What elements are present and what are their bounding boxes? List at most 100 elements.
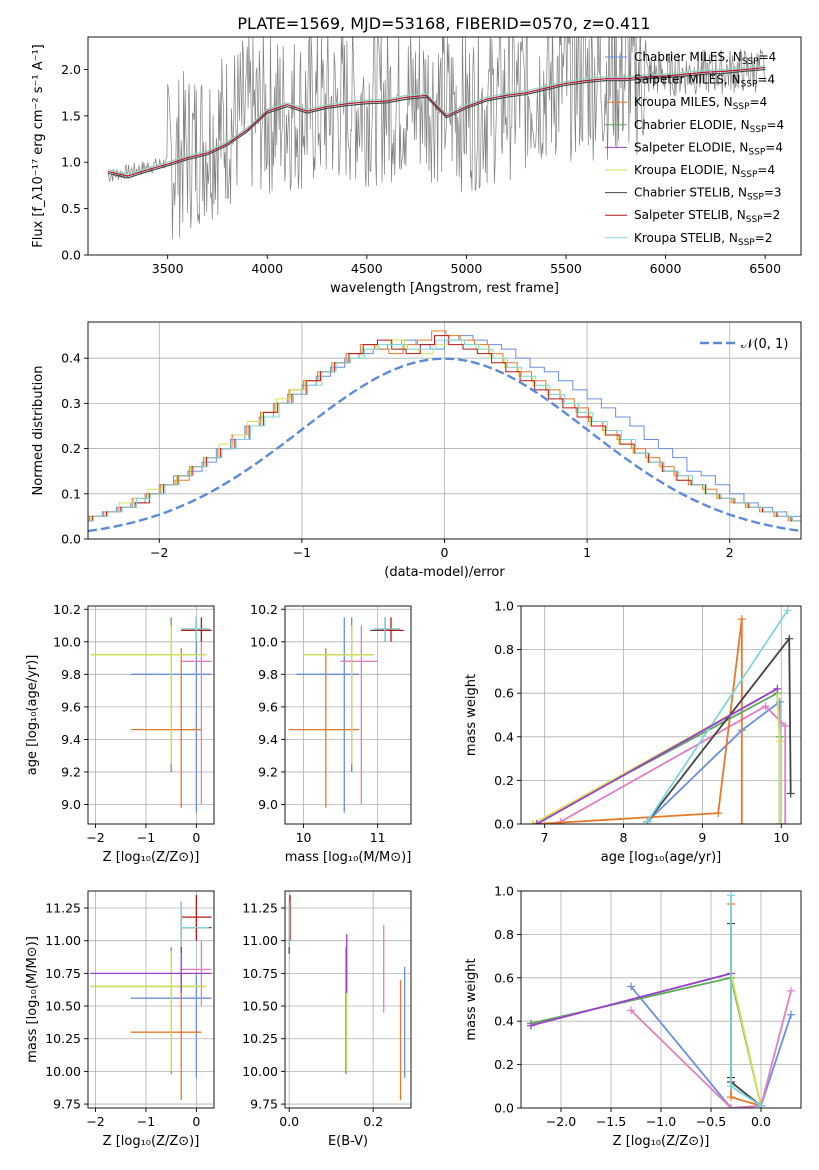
y-tick-label: 9.4 xyxy=(61,732,81,747)
x-tick-label: 3500 xyxy=(152,261,184,276)
y-tick-label: 9.75 xyxy=(53,1097,81,1112)
x-tick-label: 0 xyxy=(441,545,449,560)
data-point xyxy=(130,648,202,808)
x-tick-label: −0.5 xyxy=(696,1114,726,1129)
x-tick-label: 9 xyxy=(698,830,706,845)
x-tick-label: −1.5 xyxy=(596,1114,626,1129)
y-tick-label: 10.00 xyxy=(45,1064,81,1079)
y-tick-label: 0.0 xyxy=(61,248,81,263)
y-tick-label: 0.0 xyxy=(494,817,514,832)
x-tick-label: 10 xyxy=(296,830,312,845)
y-tick-label: 0.0 xyxy=(494,1101,514,1116)
figure-title: PLATE=1569, MJD=53168, FIBERID=0570, z=0… xyxy=(237,14,650,33)
x-axis-label: Z [log₁₀(Z/Z⊙)] xyxy=(613,1134,710,1149)
x-axis-label: E(B-V) xyxy=(328,1134,368,1149)
legend-label: Chabrier STELIB, NSSP=3 xyxy=(634,186,782,203)
x-axis-label: Z [log₁₀(Z/Z⊙)] xyxy=(103,850,200,865)
model-line xyxy=(107,69,766,179)
x-tick-label: −1.0 xyxy=(646,1114,676,1129)
gaussian-curve xyxy=(88,357,801,533)
x-axis-label: age [log₁₀(age/yr)] xyxy=(601,850,722,865)
model-line xyxy=(107,65,766,175)
y-axis-label: Normed distribution xyxy=(31,366,46,496)
legend-label: Salpeter STELIB, NSSP=2 xyxy=(634,208,780,225)
y-tick-label: 1.0 xyxy=(494,884,514,899)
histogram-series xyxy=(88,339,801,522)
x-tick-label: −1 xyxy=(293,545,311,560)
axes-frame xyxy=(87,890,215,1109)
x-tick-label: −2 xyxy=(150,545,168,560)
y-tick-label: 9.8 xyxy=(258,667,278,682)
y-tick-label: 0.1 xyxy=(61,486,81,501)
axes-frame xyxy=(284,605,412,825)
y-tick-label: 1.0 xyxy=(494,599,514,614)
plot-area xyxy=(528,606,795,824)
y-tick-label: 9.8 xyxy=(61,667,81,682)
x-tick-label: 1 xyxy=(583,545,591,560)
x-tick-label: 10 xyxy=(773,830,789,845)
y-tick-label: 10.0 xyxy=(250,634,278,649)
chart-spectrum: 3500 4000 4500 5000 5500 6000 6500 0.0 0.5 1.0 1.5… xyxy=(31,36,802,296)
x-tick-label: 6500 xyxy=(749,261,781,276)
axes-frame xyxy=(87,36,802,256)
chart-age-vs-mass: 10 11 9.0 9.2 9.4 9.6 9.8 10.0 10.2 mass [log₁₀(M… xyxy=(250,602,412,865)
y-tick-label: 0.6 xyxy=(494,686,514,701)
series-line xyxy=(730,923,762,1107)
x-tick-label: 5000 xyxy=(451,261,483,276)
x-tick-label: 8 xyxy=(620,830,628,845)
x-tick-label: −2 xyxy=(86,1114,104,1129)
series-line xyxy=(646,700,781,824)
axes-frame xyxy=(87,605,215,825)
data-point xyxy=(303,625,374,764)
chart-age-vs-Z: −2 −1 0 9.0 9.2 9.4 9.6 9.8 10.0 10.2 Z [log₁₀(Z/Z… xyxy=(25,602,215,865)
legend-label: Kroupa MILES, NSSP=4 xyxy=(634,95,767,112)
x-tick-label: 5500 xyxy=(550,261,582,276)
series-line xyxy=(536,688,778,824)
data-point xyxy=(90,947,207,1075)
y-tick-label: 10.25 xyxy=(242,1031,278,1046)
series-line xyxy=(530,972,762,1106)
plot-area xyxy=(527,891,795,1108)
legend-label: Chabrier ELODIE, NSSP=4 xyxy=(634,118,784,135)
y-axis-label: Flux [f_λ10⁻¹⁷ erg cm⁻² s⁻¹ A⁻¹] xyxy=(31,44,46,248)
y-tick-label: 9.75 xyxy=(250,1097,278,1112)
y-tick-label: 9.0 xyxy=(61,797,81,812)
y-tick-label: 2.0 xyxy=(61,62,81,77)
data-point xyxy=(377,617,404,642)
data-point xyxy=(90,625,207,764)
series-line xyxy=(559,705,787,824)
y-tick-label: 10.0 xyxy=(53,634,81,649)
y-tick-label: 9.2 xyxy=(258,764,278,779)
y-tick-label: 9.6 xyxy=(61,699,81,714)
series-line xyxy=(630,990,792,1108)
x-tick-label: −2.0 xyxy=(546,1114,576,1129)
data-point xyxy=(180,901,209,948)
y-tick-label: 0.4 xyxy=(61,351,81,366)
y-axis-label: mass weight xyxy=(464,958,479,1040)
y-tick-label: 0.6 xyxy=(494,970,514,985)
y-tick-label: 0.2 xyxy=(61,441,81,456)
chart-mass-vs-Z: −2 −1 0 9.75 10.00 10.25 10.50 10.75 11.00 11.25 Z… xyxy=(25,890,215,1149)
x-axis-label: Z [log₁₀(Z/Z⊙)] xyxy=(103,1134,200,1149)
y-tick-label: 11.25 xyxy=(242,900,278,915)
axes-frame xyxy=(520,605,802,825)
data-point xyxy=(181,894,212,941)
plot-area xyxy=(288,617,404,813)
y-tick-label: 0.4 xyxy=(494,1014,514,1029)
x-tick-label: 2 xyxy=(726,545,734,560)
x-tick-label: 0.2 xyxy=(363,1114,383,1129)
y-tick-label: 0.0 xyxy=(61,532,81,547)
model-line xyxy=(107,67,766,177)
y-tick-label: 0.2 xyxy=(494,1057,514,1072)
x-tick-label: 4500 xyxy=(351,261,383,276)
x-axis-label: (data-model)/error xyxy=(384,565,505,580)
data-point xyxy=(373,617,400,642)
chart-mass-vs-ebv: 0.0 0.2 9.75 10.00 10.25 10.50 10.75 11.00 11.25… xyxy=(242,890,412,1149)
y-tick-label: 0.2 xyxy=(494,773,514,788)
series-line xyxy=(646,609,789,823)
y-axis-label: mass weight xyxy=(464,674,479,756)
series-line xyxy=(532,687,781,824)
x-tick-label: −1 xyxy=(137,830,155,845)
series-line xyxy=(530,972,732,1027)
plot-area xyxy=(90,894,212,1101)
